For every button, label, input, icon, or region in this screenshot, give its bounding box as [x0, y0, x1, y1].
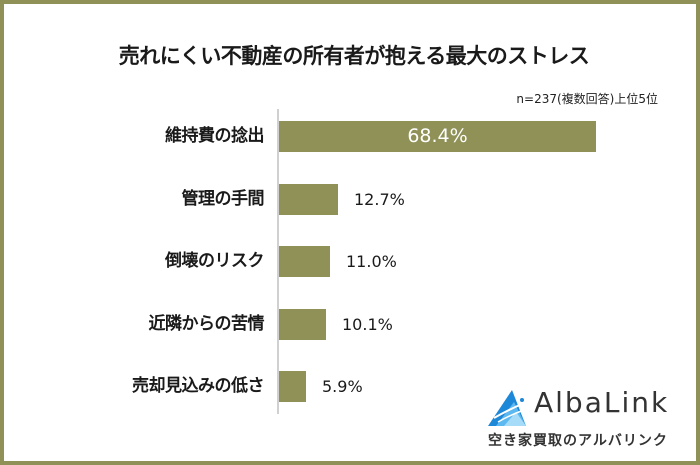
value-label: 11.0%: [346, 252, 397, 271]
bar: [279, 184, 338, 215]
logo-tagline: 空き家買取のアルバリンク: [488, 433, 668, 449]
bar: [279, 371, 306, 402]
category-label: 維持費の捻出: [165, 126, 265, 146]
category-label: 倒壊のリスク: [165, 251, 265, 271]
bar-row: 管理の手間 12.7%: [4, 184, 700, 215]
logo-wordmark: AlbaLink: [534, 386, 670, 419]
sample-note: n=237(複数回答)上位5位: [516, 92, 658, 106]
bar: [279, 121, 596, 152]
value-label: 12.7%: [354, 190, 405, 209]
bar-row: 倒壊のリスク 11.0%: [4, 246, 700, 277]
triangle-mountain-icon: [486, 388, 530, 433]
y-axis-line: [277, 109, 279, 414]
category-label: 近隣からの苦情: [148, 314, 265, 334]
bar-row: 近隣からの苦情 10.1%: [4, 309, 700, 340]
bar: [279, 246, 330, 277]
category-label: 管理の手間: [181, 189, 265, 209]
bar: [279, 309, 326, 340]
bar-row: 維持費の捻出 68.4%: [4, 121, 700, 152]
albalink-logo: AlbaLink 空き家買取のアルバリンク: [482, 386, 692, 456]
value-label: 68.4%: [407, 125, 468, 147]
bar-row: 売却見込みの低さ 5.9%: [4, 371, 700, 402]
value-label: 10.1%: [342, 315, 393, 334]
chart-title: 売れにくい不動産の所有者が抱える最大のストレス: [118, 44, 590, 68]
category-label: 売却見込みの低さ: [132, 376, 265, 396]
value-label: 5.9%: [322, 377, 363, 396]
